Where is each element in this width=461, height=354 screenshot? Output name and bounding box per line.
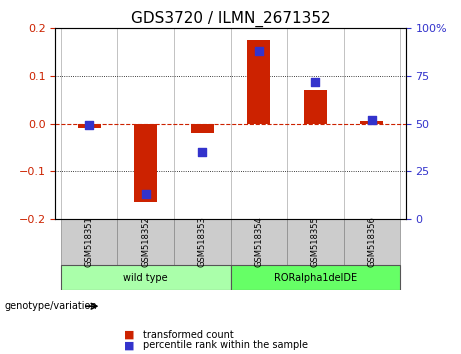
Point xyxy=(199,149,206,155)
Bar xyxy=(135,124,157,202)
Text: ■: ■ xyxy=(124,330,134,339)
Bar xyxy=(78,124,100,129)
Text: GSM518356: GSM518356 xyxy=(367,216,376,267)
Text: GSM518354: GSM518354 xyxy=(254,216,263,267)
Point xyxy=(312,79,319,85)
Point xyxy=(86,122,93,128)
FancyBboxPatch shape xyxy=(230,265,400,290)
FancyBboxPatch shape xyxy=(174,219,230,265)
Point xyxy=(142,191,149,197)
FancyBboxPatch shape xyxy=(287,219,343,265)
FancyBboxPatch shape xyxy=(61,265,230,290)
Point xyxy=(255,48,262,54)
Text: wild type: wild type xyxy=(124,273,168,283)
FancyBboxPatch shape xyxy=(343,219,400,265)
Text: transformed count: transformed count xyxy=(143,330,234,339)
Bar xyxy=(304,90,326,124)
Point xyxy=(368,117,375,122)
Bar xyxy=(361,121,383,124)
Text: percentile rank within the sample: percentile rank within the sample xyxy=(143,340,308,350)
Text: GSM518353: GSM518353 xyxy=(198,216,207,267)
FancyBboxPatch shape xyxy=(118,219,174,265)
Text: GSM518351: GSM518351 xyxy=(85,216,94,267)
Text: ■: ■ xyxy=(124,340,134,350)
FancyBboxPatch shape xyxy=(61,219,118,265)
Text: GSM518352: GSM518352 xyxy=(141,216,150,267)
Bar xyxy=(248,40,270,124)
Text: genotype/variation: genotype/variation xyxy=(5,301,97,311)
Text: GSM518355: GSM518355 xyxy=(311,216,320,267)
Text: RORalpha1delDE: RORalpha1delDE xyxy=(274,273,357,283)
Bar xyxy=(191,124,213,133)
FancyBboxPatch shape xyxy=(230,219,287,265)
Title: GDS3720 / ILMN_2671352: GDS3720 / ILMN_2671352 xyxy=(130,11,331,27)
